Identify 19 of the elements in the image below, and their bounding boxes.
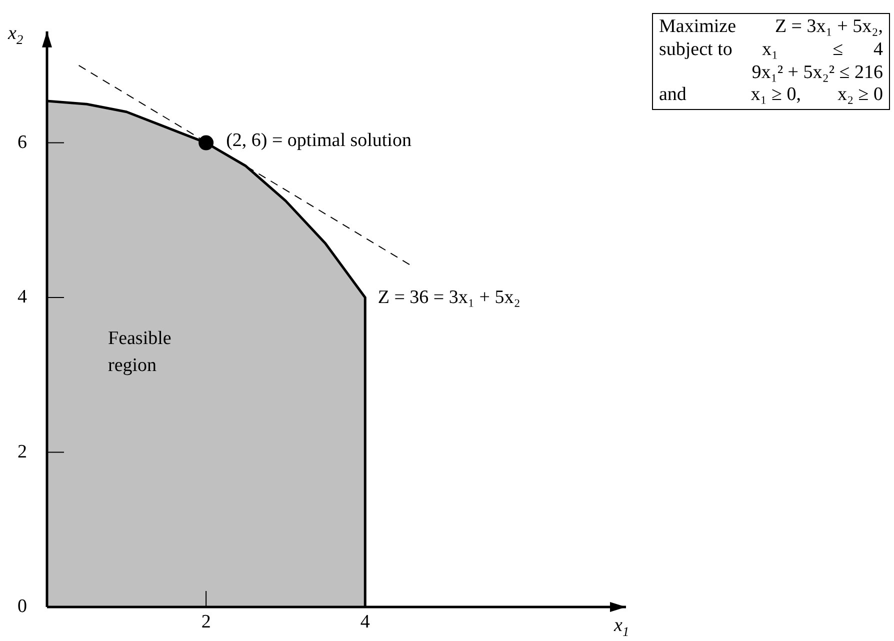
y-tick-label: 6	[18, 132, 27, 153]
text: x₁ ≥ 0,	[750, 84, 801, 108]
annotation: Feasible region	[108, 327, 172, 378]
text: Z = 3x₁ + 5x₂,	[774, 16, 883, 39]
y-tick-label: 4	[18, 286, 28, 308]
text: Maximize	[659, 16, 736, 39]
text: and	[659, 84, 686, 108]
text: x₂ ≥ 0	[837, 84, 883, 108]
y-axis-title: x$_{2}$	[8, 23, 24, 48]
annotation: (2, 6) = optimal solution	[226, 130, 412, 152]
text: 9x₁² + 5x₂² ≤ 216	[752, 62, 883, 84]
y-tick-label: 2	[18, 441, 27, 462]
annotation: Z = 36 = 3x₁ + 5x₂	[378, 286, 520, 308]
text: ≤	[832, 38, 843, 62]
y-tick-label: 0	[18, 596, 27, 617]
text: 4	[874, 38, 883, 62]
text: x₁	[762, 38, 778, 62]
x-axis-title: x$_{1}$	[614, 615, 630, 640]
text: subject to	[659, 38, 732, 62]
